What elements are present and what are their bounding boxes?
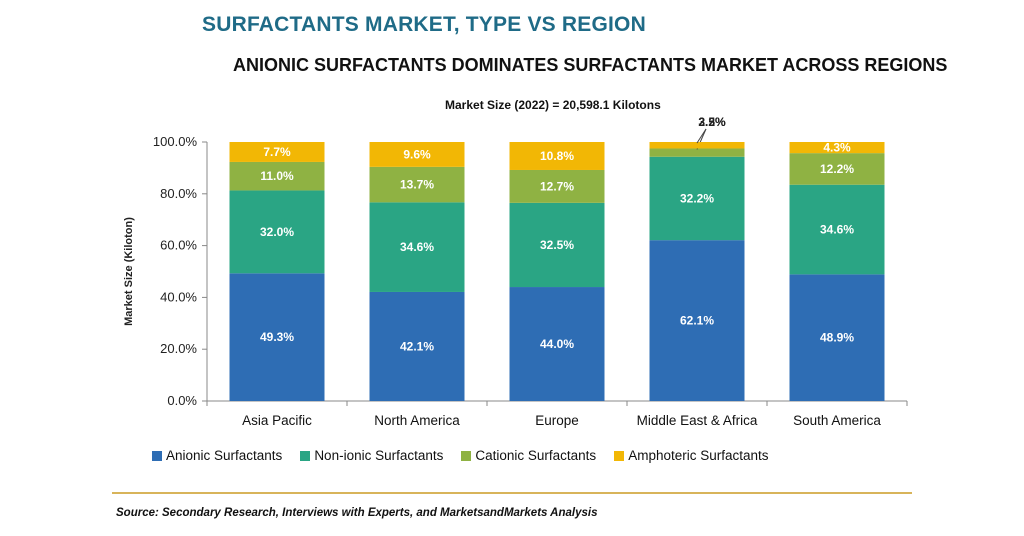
data-label: 42.1%: [400, 339, 434, 353]
chart-title: SURFACTANTS MARKET, TYPE VS REGION: [202, 13, 646, 36]
data-label: 12.2%: [820, 162, 854, 176]
data-label: 11.0%: [260, 169, 294, 183]
x-category-label: North America: [374, 413, 460, 428]
bar-segment: [649, 148, 745, 157]
legend-item: Anionic Surfactants: [152, 448, 282, 463]
data-label: 62.1%: [680, 314, 714, 328]
data-label: 4.3%: [823, 141, 851, 155]
bar-segment: [369, 202, 465, 292]
legend-label: Anionic Surfactants: [166, 448, 283, 463]
bar-segment: [369, 166, 465, 203]
bar-segment: [229, 190, 325, 274]
y-tick-label: 100.0%: [153, 134, 198, 149]
data-label: 32.2%: [680, 191, 714, 205]
bar-segment: [229, 142, 325, 162]
y-tick-label: 80.0%: [160, 186, 197, 201]
data-label: 34.6%: [400, 240, 434, 254]
data-label: 12.7%: [540, 179, 574, 193]
bar-segment: [789, 184, 885, 275]
legend-swatch: [152, 450, 162, 461]
data-label: 32.0%: [260, 225, 294, 239]
legend-label: Amphoteric Surfactants: [628, 448, 769, 463]
x-category-label: Europe: [535, 413, 579, 428]
bar-segment: [509, 169, 605, 203]
legend-swatch: [461, 450, 472, 461]
data-label: 3.2%: [698, 115, 726, 129]
source-note: Source: Secondary Research, Interviews w…: [116, 507, 598, 519]
x-category-label: Middle East & Africa: [637, 413, 758, 428]
legend-label: Non-ionic Surfactants: [314, 448, 444, 463]
y-axis-label: Market Size (Kiloton): [123, 217, 135, 326]
data-label: 44.0%: [540, 337, 574, 351]
y-tick-label: 40.0%: [160, 289, 197, 304]
label-leader-line: [696, 128, 707, 144]
data-label: 13.7%: [400, 178, 434, 192]
data-label: 32.5%: [540, 238, 574, 252]
data-label: 34.6%: [820, 223, 854, 237]
data-label: 9.6%: [403, 147, 431, 161]
legend-swatch: [614, 450, 625, 461]
bar-segment: [369, 291, 465, 401]
data-label: 48.9%: [820, 331, 854, 345]
legend-item: Amphoteric Surfactants: [614, 448, 769, 463]
y-tick-label: 20.0%: [160, 341, 197, 356]
bar-segment: [509, 287, 605, 401]
market-size-note: Market Size (2022) = 20,598.1 Kilotons: [445, 98, 661, 112]
data-label: 2.5%: [698, 115, 726, 129]
y-tick-label: 60.0%: [160, 238, 197, 253]
data-label: 49.3%: [260, 330, 294, 344]
bar-segment: [789, 274, 885, 401]
bar-segment: [229, 161, 325, 191]
data-label: 7.7%: [263, 145, 291, 159]
y-tick-label: 0.0%: [167, 393, 197, 408]
bar-segment: [509, 142, 605, 170]
legend-item: Cationic Surfactants: [461, 448, 596, 463]
bar-segment: [789, 153, 885, 185]
divider-line: [112, 492, 912, 494]
bar-segment: [649, 156, 745, 241]
data-label: 10.8%: [540, 149, 574, 163]
legend-swatch: [300, 450, 311, 461]
chart-subtitle: ANIONIC SURFACTANTS DOMINATES SURFACTANT…: [233, 55, 948, 75]
legend-item: Non-ionic Surfactants: [300, 448, 443, 463]
x-category-label: Asia Pacific: [242, 413, 312, 428]
bar-segment: [229, 273, 325, 401]
bar-segment: [649, 240, 745, 401]
stacked-bar-chart: 0.0% 20.0% 40.0% 60.0% 80.0% 100.0% Market Siz…: [123, 115, 908, 428]
legend-label: Cationic Surfactants: [475, 448, 597, 463]
x-category-label: South America: [793, 413, 881, 428]
legend: Anionic Surfactants Non-ionic Surfactants…: [152, 448, 769, 463]
bar-segment: [789, 142, 885, 154]
bar-segment: [369, 142, 465, 167]
bar-segment: [649, 142, 745, 149]
bar-segment: [509, 202, 605, 288]
